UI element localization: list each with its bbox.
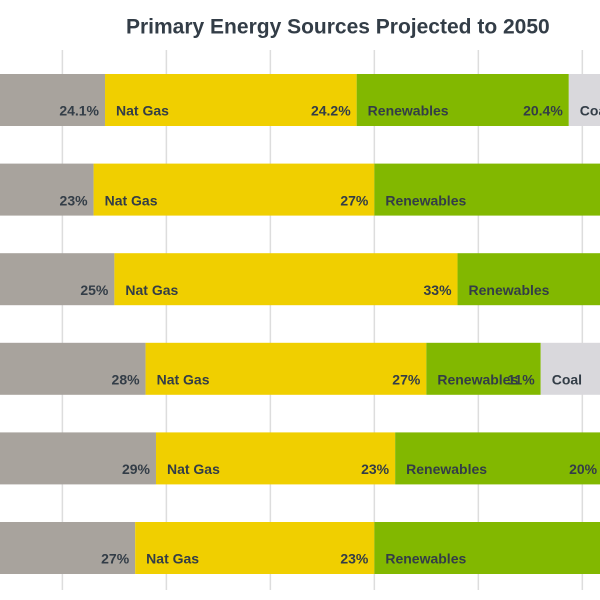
value-label: 25% — [80, 282, 109, 298]
series-label: Renewables — [385, 551, 466, 567]
series-label: Nat Gas — [116, 103, 169, 119]
value-label: 20.4% — [523, 103, 563, 119]
bar-segment — [395, 432, 600, 485]
bar-segment — [145, 342, 427, 395]
series-label: Renewables — [437, 372, 518, 388]
series-label: Renewables — [406, 461, 487, 477]
value-label: 23% — [361, 461, 390, 477]
value-label: 11% — [507, 372, 535, 388]
value-label: 28% — [112, 372, 141, 388]
bar-segment — [0, 342, 146, 395]
series-label: Nat Gas — [125, 282, 178, 298]
bar-segment — [105, 74, 357, 126]
bar-segment — [568, 74, 600, 126]
series-label: Renewables — [385, 192, 466, 208]
value-label: 27% — [340, 192, 369, 208]
value-label: 33% — [424, 282, 453, 298]
series-label: Renewables — [368, 103, 449, 119]
bar-segment — [426, 342, 541, 395]
bar-segment — [374, 163, 600, 216]
bar-segment — [93, 163, 375, 216]
series-label: Nat Gas — [105, 192, 158, 208]
value-label: 23% — [60, 192, 89, 208]
series-label: Renewables — [469, 282, 550, 298]
bar-segment — [114, 253, 458, 306]
bar-segment — [457, 253, 600, 306]
series-label: Nat Gas — [146, 551, 199, 567]
value-label: 20% — [569, 461, 598, 477]
chart-title: Primary Energy Sources Projected to 2050 — [126, 16, 550, 39]
series-label: Nat Gas — [157, 372, 210, 388]
bar-segment — [356, 74, 569, 126]
bar-segment — [0, 253, 115, 306]
bar-segment — [0, 163, 94, 216]
value-label: 27% — [392, 372, 421, 388]
value-label: 24.2% — [311, 103, 351, 119]
value-label: 24.1% — [59, 103, 99, 119]
series-label: Coal — [580, 103, 600, 119]
bar-segment — [0, 522, 136, 574]
value-label: 23% — [340, 551, 369, 567]
bar-segment — [135, 522, 375, 574]
bar-segment — [0, 432, 156, 485]
bar-segment — [155, 432, 396, 485]
series-label: Nat Gas — [167, 461, 220, 477]
value-label: 29% — [122, 461, 151, 477]
value-label: 27% — [101, 551, 130, 567]
bar-segment — [374, 522, 600, 574]
series-label: Coal — [552, 372, 582, 388]
bar-segment — [0, 74, 106, 126]
bar-segment — [540, 342, 600, 395]
